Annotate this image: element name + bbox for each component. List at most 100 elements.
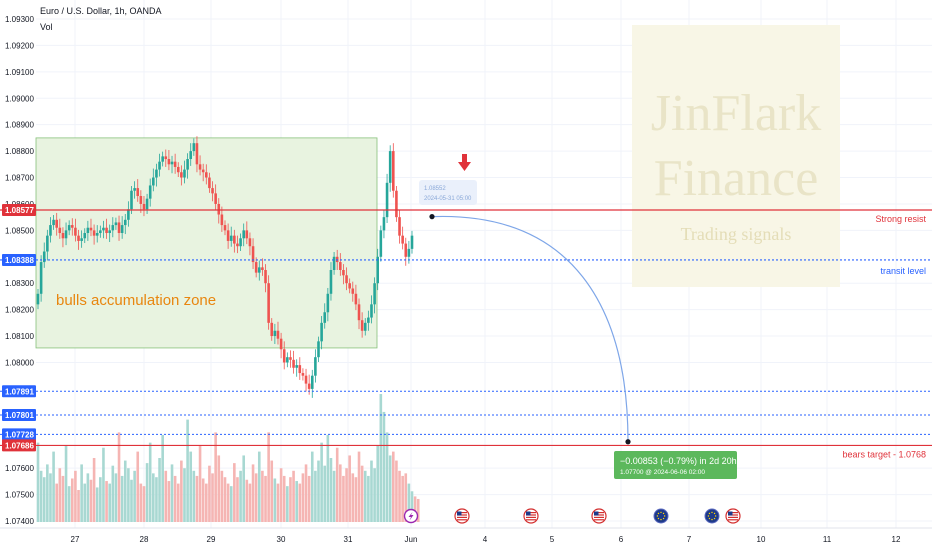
candle-body[interactable] xyxy=(223,225,227,231)
candle-body[interactable] xyxy=(142,203,146,210)
candle-body[interactable] xyxy=(105,227,108,234)
candle-body[interactable] xyxy=(49,225,52,236)
candle-body[interactable] xyxy=(136,188,140,197)
candle-body[interactable] xyxy=(314,357,317,376)
us-flag-icon[interactable] xyxy=(454,508,470,524)
candle-body[interactable] xyxy=(286,357,289,363)
time-axis[interactable]: 27 28 29 30 31 Jun 4 5 6 7 10 11 12 xyxy=(71,535,901,544)
candle-body[interactable] xyxy=(145,198,149,210)
candle-body[interactable] xyxy=(64,230,68,239)
candle-body[interactable] xyxy=(279,338,283,350)
projection-end-point[interactable] xyxy=(625,439,631,445)
candle-body[interactable] xyxy=(301,373,305,376)
candle-body[interactable] xyxy=(326,293,330,313)
candle-body[interactable] xyxy=(99,230,102,234)
candle-body[interactable] xyxy=(114,222,118,226)
candle-body[interactable] xyxy=(357,304,361,321)
candle-body[interactable] xyxy=(310,375,314,389)
candle-body[interactable] xyxy=(329,270,333,294)
candle-body[interactable] xyxy=(108,230,111,234)
candle-body[interactable] xyxy=(257,267,261,273)
candle-body[interactable] xyxy=(239,238,242,247)
candle-body[interactable] xyxy=(248,238,252,247)
candle-body[interactable] xyxy=(170,161,174,165)
candle-body[interactable] xyxy=(220,214,224,226)
candle-body[interactable] xyxy=(74,227,77,236)
candle-body[interactable] xyxy=(58,227,62,234)
candle-body[interactable] xyxy=(332,256,336,270)
candle-body[interactable] xyxy=(102,227,105,231)
candle-body[interactable] xyxy=(273,330,277,337)
candle-body[interactable] xyxy=(236,243,239,247)
candle-body[interactable] xyxy=(317,341,320,358)
candle-body[interactable] xyxy=(46,235,49,252)
candle-body[interactable] xyxy=(83,233,87,239)
candle-body[interactable] xyxy=(267,283,270,323)
candle-body[interactable] xyxy=(161,156,164,162)
candle-body[interactable] xyxy=(261,267,264,270)
candle-body[interactable] xyxy=(89,227,93,231)
candle-body[interactable] xyxy=(130,190,133,210)
candle-body[interactable] xyxy=(111,225,115,231)
candle-body[interactable] xyxy=(367,317,370,323)
candle-body[interactable] xyxy=(180,172,183,178)
measure-label[interactable]: −0.00853 (−0.79%) in 2d 20h 1.07700 @ 20… xyxy=(614,451,737,479)
projection-curve[interactable] xyxy=(431,216,629,442)
candle-body[interactable] xyxy=(410,235,414,249)
candle-body[interactable] xyxy=(320,322,323,342)
candle-body[interactable] xyxy=(276,330,280,339)
candle-body[interactable] xyxy=(127,209,130,220)
measure-label-box[interactable] xyxy=(614,451,737,479)
price-axis[interactable]: 1.09300 1.09200 1.09100 1.09000 1.08900 1.088… xyxy=(5,15,34,526)
candle-body[interactable] xyxy=(376,256,380,284)
candle-body[interactable] xyxy=(307,383,311,389)
candle-body[interactable] xyxy=(198,164,202,170)
candle-body[interactable] xyxy=(192,143,196,152)
candle-body[interactable] xyxy=(226,230,230,241)
candle-body[interactable] xyxy=(133,188,136,191)
candle-body[interactable] xyxy=(245,230,249,239)
candle-body[interactable] xyxy=(55,219,58,228)
candle-body[interactable] xyxy=(201,169,205,173)
candle-body[interactable] xyxy=(404,243,408,257)
candle-body[interactable] xyxy=(342,270,345,276)
candle-body[interactable] xyxy=(282,349,286,363)
eu-flag-icon[interactable] xyxy=(704,508,720,524)
candle-body[interactable] xyxy=(52,219,55,226)
candle-body[interactable] xyxy=(379,230,383,257)
candle-body[interactable] xyxy=(398,217,401,236)
candle-body[interactable] xyxy=(385,182,389,218)
candle-body[interactable] xyxy=(42,251,46,263)
candle-body[interactable] xyxy=(211,188,214,194)
candle-body[interactable] xyxy=(123,219,127,226)
candle-body[interactable] xyxy=(139,196,143,204)
candle-body[interactable] xyxy=(298,365,302,374)
candle-body[interactable] xyxy=(80,238,83,241)
candle-body[interactable] xyxy=(388,151,392,183)
candle-body[interactable] xyxy=(382,217,386,231)
candle-body[interactable] xyxy=(173,161,177,167)
candle-body[interactable] xyxy=(152,177,155,186)
candle-body[interactable] xyxy=(323,312,327,323)
candle-body[interactable] xyxy=(242,230,245,239)
candle-body[interactable] xyxy=(339,262,342,270)
candle-body[interactable] xyxy=(77,235,80,241)
candle-body[interactable] xyxy=(195,143,199,165)
us-flag-icon[interactable] xyxy=(523,508,539,524)
candle-body[interactable] xyxy=(67,225,71,231)
lightning-icon[interactable] xyxy=(403,508,419,524)
candle-body[interactable] xyxy=(186,159,189,170)
candle-body[interactable] xyxy=(270,322,274,337)
candle-body[interactable] xyxy=(345,275,348,284)
candle-body[interactable] xyxy=(158,161,161,170)
candle-body[interactable] xyxy=(373,283,376,305)
projection[interactable] xyxy=(429,214,631,445)
candle-body[interactable] xyxy=(392,151,395,191)
candle-body[interactable] xyxy=(148,185,152,199)
candle-body[interactable] xyxy=(86,227,90,234)
candle-series[interactable] xyxy=(36,136,414,398)
candle-body[interactable] xyxy=(354,293,358,305)
candle-body[interactable] xyxy=(304,375,308,384)
eu-flag-icon[interactable] xyxy=(653,508,669,524)
candle-body[interactable] xyxy=(176,166,180,173)
